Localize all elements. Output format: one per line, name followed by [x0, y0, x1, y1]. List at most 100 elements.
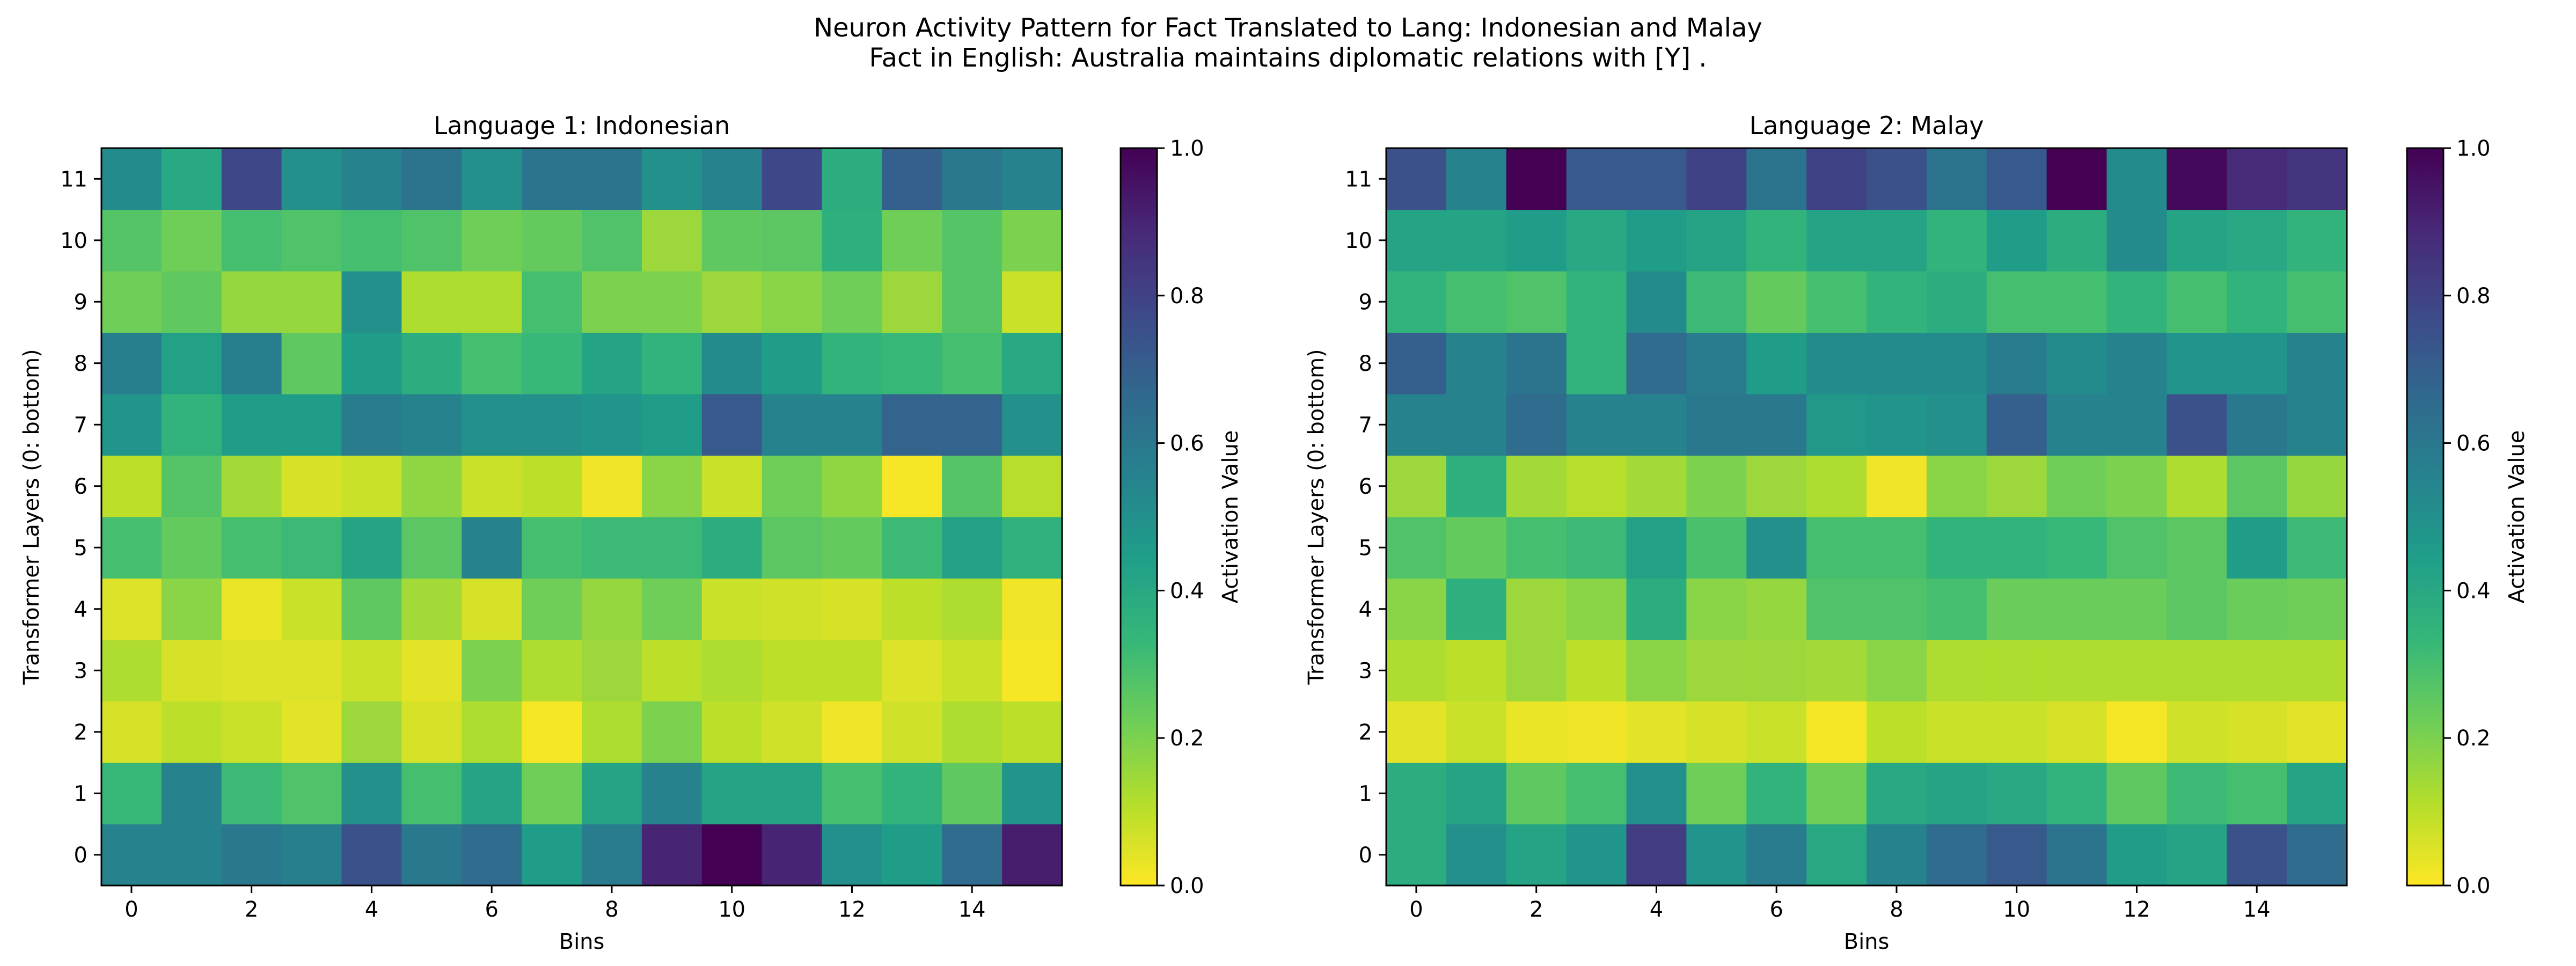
heatmap-cell — [221, 209, 282, 272]
plot-frame — [1385, 147, 2348, 887]
heatmap-cell — [1806, 209, 1867, 272]
heatmap-cell — [942, 517, 1002, 579]
heatmap-cell — [1626, 332, 1687, 394]
heatmap-cell — [101, 394, 162, 456]
heatmap-cell — [882, 763, 942, 825]
heatmap-cell — [1986, 332, 2047, 394]
heatmap-cell — [221, 578, 282, 640]
heatmap-cell — [1806, 517, 1867, 579]
heatmap-cell — [2046, 517, 2107, 579]
heatmap-cell — [462, 271, 522, 333]
heatmap-cell — [1446, 148, 1507, 210]
x-tick-label: 6 — [1769, 897, 1783, 922]
x-tick-label: 8 — [605, 897, 618, 922]
y-tick-label: 2 — [1359, 720, 1372, 745]
heatmap-cell — [462, 701, 522, 763]
heatmap-cell — [2167, 763, 2227, 825]
heatmap-cell — [1806, 148, 1867, 210]
heatmap-cell — [1926, 148, 1987, 210]
heatmap-cell — [882, 517, 942, 579]
heatmap-cell — [221, 763, 282, 825]
heatmap-cell — [1386, 394, 1447, 456]
heatmap-cell — [1506, 332, 1567, 394]
heatmap-cell — [1566, 824, 1627, 886]
heatmap-cell — [2227, 394, 2287, 456]
heatmap-cell — [1806, 332, 1867, 394]
heatmap-cell — [701, 517, 763, 579]
heatmap-cell — [1386, 701, 1447, 763]
heatmap-cell — [161, 209, 222, 272]
heatmap-cell — [2106, 455, 2167, 517]
heatmap-cell — [701, 148, 763, 210]
heatmap-cell — [582, 824, 642, 886]
heatmap-cell — [2167, 332, 2227, 394]
heatmap-cell — [1626, 148, 1687, 210]
heatmap-cell — [462, 332, 522, 394]
heatmap-cell — [1506, 824, 1567, 886]
heatmap-cell — [1867, 640, 1927, 702]
heatmap-cell — [1746, 332, 1807, 394]
heatmap-cell — [762, 640, 823, 702]
heatmap-cell — [2227, 517, 2287, 579]
heatmap-cell — [341, 763, 402, 825]
x-tick-label: 10 — [2003, 897, 2030, 922]
heatmap-cell — [1686, 824, 1747, 886]
heatmap-cell — [401, 578, 462, 640]
plot-frame — [100, 147, 1063, 887]
heatmap-cell — [582, 332, 642, 394]
heatmap-cell — [1867, 578, 1927, 640]
heatmap-cell — [101, 271, 162, 333]
heatmap-cell — [1926, 394, 1987, 456]
heatmap-cell — [762, 271, 823, 333]
heatmap-cell — [1926, 578, 1987, 640]
colorbar-tick-label: 1.0 — [2456, 136, 2491, 161]
heatmap-cell — [522, 332, 582, 394]
x-tick-label: 12 — [838, 897, 866, 922]
heatmap-cell — [522, 517, 582, 579]
heatmap-cell — [701, 640, 763, 702]
heatmap-cell — [2046, 394, 2107, 456]
heatmap-cell — [641, 640, 702, 702]
heatmap-cell — [641, 455, 702, 517]
heatmap-cell — [701, 701, 763, 763]
heatmap-cell — [2046, 578, 2107, 640]
heatmap-cell — [341, 517, 402, 579]
heatmap-cell — [1686, 209, 1747, 272]
colorbar-tick-label: 0.6 — [2456, 431, 2491, 456]
heatmap-cell — [161, 640, 222, 702]
heatmap-cells — [1386, 148, 2347, 886]
heatmap-cell — [101, 701, 162, 763]
heatmap-cell — [2227, 148, 2287, 210]
heatmap-cell — [2287, 763, 2347, 825]
heatmap-cell — [2227, 332, 2287, 394]
heatmap-cell — [1386, 148, 1447, 210]
heatmap-cell — [2106, 763, 2167, 825]
heatmap-cell — [882, 824, 942, 886]
heatmap-cell — [822, 455, 882, 517]
subplot-title: Language 2: Malay — [1749, 111, 1984, 140]
x-tick-label: 0 — [1409, 897, 1423, 922]
heatmap-cell — [401, 271, 462, 333]
heatmap-cell — [281, 701, 342, 763]
heatmap-cell — [641, 578, 702, 640]
heatmap-cell — [1806, 578, 1867, 640]
colorbar: 0.0 0.2 0.4 0.6 0.8 1.0 Activation Value — [1119, 136, 1243, 898]
colorbar-tick-label: 0.0 — [2456, 874, 2491, 898]
heatmap-cell — [2227, 763, 2287, 825]
heatmap-cell — [1926, 824, 1987, 886]
heatmap-cell — [341, 640, 402, 702]
heatmap-cell — [582, 394, 642, 456]
heatmap-cell — [641, 824, 702, 886]
x-tick-label: 4 — [1650, 897, 1663, 922]
heatmap-cell — [522, 394, 582, 456]
heatmap-cell — [1446, 763, 1507, 825]
heatmap-cell — [762, 148, 823, 210]
heatmap-cell — [822, 578, 882, 640]
heatmap-cell — [161, 394, 222, 456]
heatmap-cell — [1986, 271, 2047, 333]
x-tick-label: 10 — [718, 897, 745, 922]
heatmap-cell — [462, 578, 522, 640]
heatmap-cell — [341, 455, 402, 517]
